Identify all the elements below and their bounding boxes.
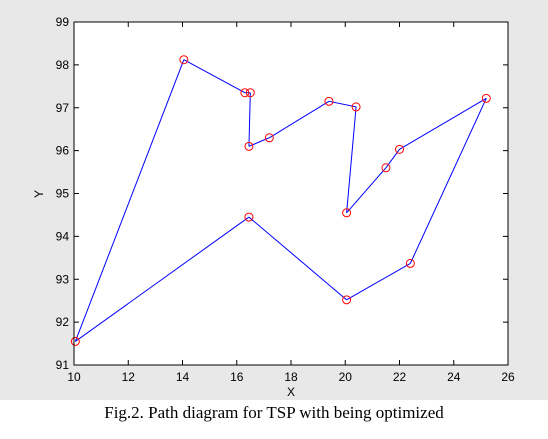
- tour-segment: [346, 262, 411, 301]
- y-tick-label: 99: [56, 15, 70, 29]
- tour-segment: [75, 216, 250, 342]
- tour-segment: [269, 100, 330, 139]
- x-tick-label: 22: [393, 370, 407, 384]
- city-point: [351, 102, 361, 112]
- tour-segment: [248, 92, 251, 147]
- y-tick-label: 98: [56, 58, 70, 72]
- x-tick-label: 16: [230, 370, 244, 384]
- y-tick-label: 91: [56, 358, 70, 372]
- y-tick-label: 97: [56, 101, 70, 115]
- city-point: [240, 88, 250, 98]
- city-point: [342, 208, 352, 218]
- city-point: [244, 212, 254, 222]
- city-point: [381, 163, 391, 173]
- tour-segment: [328, 100, 357, 108]
- x-tick-label: 10: [67, 370, 81, 384]
- tour-segment: [248, 216, 347, 301]
- city-point: [342, 295, 352, 305]
- tour-segment: [74, 59, 185, 342]
- x-axis-label: X: [287, 385, 295, 399]
- city-point: [481, 93, 491, 103]
- figure-caption: Fig.2. Path diagram for TSP with being o…: [104, 403, 444, 422]
- tour-segment: [409, 98, 487, 264]
- tour-segment: [346, 106, 357, 213]
- city-point: [405, 258, 415, 268]
- x-tick-label: 14: [176, 370, 190, 384]
- city-point: [324, 96, 334, 106]
- x-tick-label: 20: [339, 370, 353, 384]
- x-tick-label: 26: [501, 370, 515, 384]
- city-point: [244, 141, 254, 151]
- city-markers-layer: [70, 55, 491, 346]
- x-tick-label: 18: [284, 370, 298, 384]
- axes-area: [74, 22, 508, 365]
- city-point: [179, 55, 189, 65]
- y-tick-label: 96: [56, 144, 70, 158]
- y-tick-label: 92: [56, 315, 70, 329]
- y-axis-ticks: 91 92 93 94 95 96 97 98 99: [56, 15, 508, 372]
- city-point: [70, 336, 80, 346]
- tour-segment: [346, 167, 387, 214]
- tour-segment: [183, 59, 246, 94]
- y-tick-label: 94: [56, 229, 70, 243]
- y-tick-label: 95: [56, 187, 70, 201]
- tour-segment: [399, 97, 487, 150]
- tour-path-layer: [74, 59, 487, 342]
- x-axis-ticks: 10 12 14 16 18 20 22 24 26: [67, 22, 515, 384]
- x-tick-label: 12: [122, 370, 136, 384]
- city-point: [245, 88, 255, 98]
- y-axis-label: Y: [32, 190, 46, 198]
- city-point: [395, 144, 404, 154]
- city-point: [264, 133, 274, 143]
- y-tick-label: 93: [56, 272, 70, 286]
- x-tick-label: 24: [447, 370, 461, 384]
